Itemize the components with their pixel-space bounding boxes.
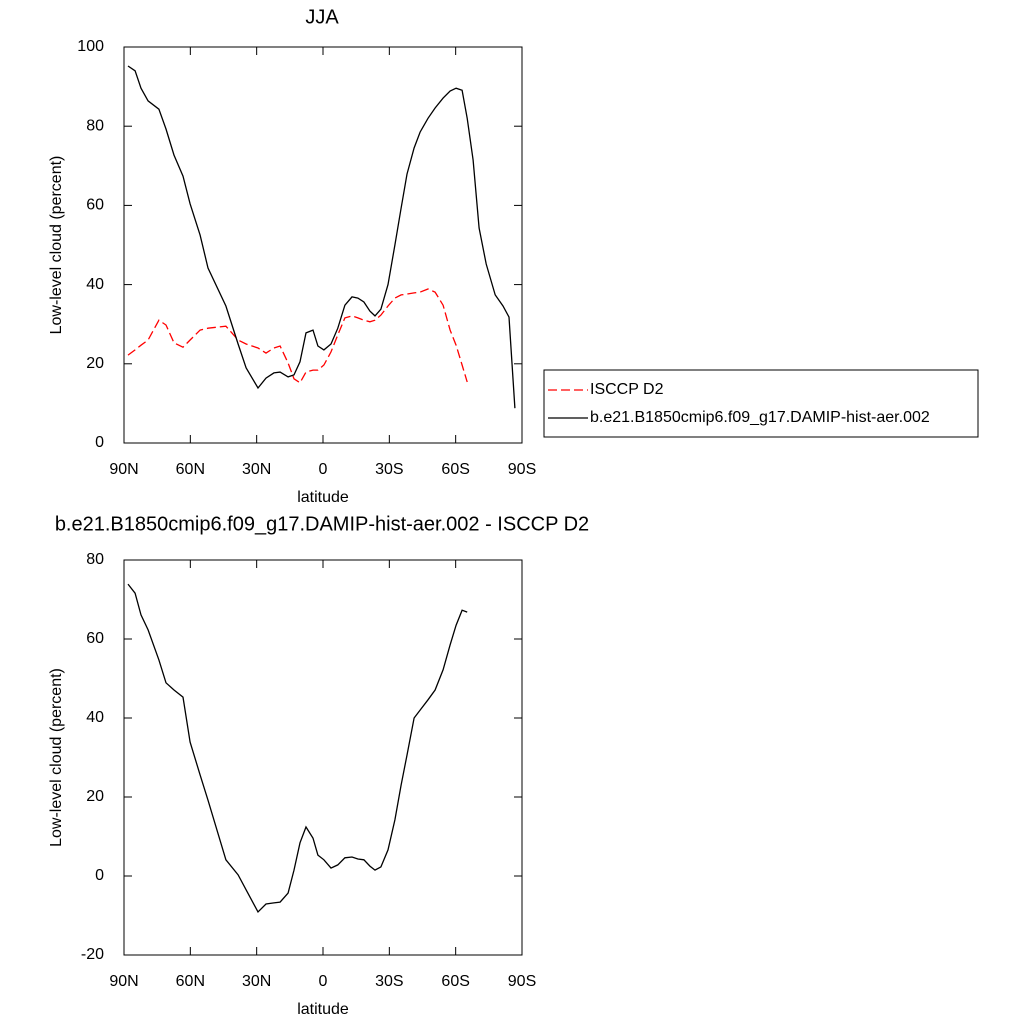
- y-tick-label: 80: [86, 551, 104, 568]
- x-axis-label: latitude: [297, 489, 349, 506]
- x-tick-label: 60S: [441, 973, 469, 990]
- y-tick-label: 20: [86, 355, 104, 372]
- y-tick-label: 20: [86, 788, 104, 805]
- legend-box: [543, 369, 979, 438]
- x-tick-label: 30N: [242, 461, 271, 478]
- y-tick-label: 80: [86, 117, 104, 134]
- y-tick-label: 40: [86, 709, 104, 726]
- data-line: [127, 65, 516, 409]
- chart-title: b.e21.B1850cmip6.f09_g17.DAMIP-hist-aer.…: [55, 513, 589, 535]
- data-line: [127, 583, 468, 913]
- legend-label: ISCCP D2: [590, 381, 664, 398]
- legend: ISCCP D2 b.e21.B1850cmip6.f09_g17.DAMIP-h…: [543, 369, 979, 438]
- x-tick-label: 90N: [109, 461, 138, 478]
- x-tick-label: 90N: [109, 973, 138, 990]
- y-axis-label: Low-level cloud (percent): [48, 156, 65, 335]
- x-tick-label: 30S: [375, 973, 403, 990]
- y-tick-label: 0: [95, 434, 104, 451]
- x-tick-label: 30S: [375, 461, 403, 478]
- y-tick-label: 60: [86, 197, 104, 214]
- x-tick-label: 90S: [508, 973, 536, 990]
- plot-frame: [123, 46, 523, 444]
- y-tick-label: 40: [86, 276, 104, 293]
- x-tick-label: 90S: [508, 461, 536, 478]
- x-tick-label: 60N: [176, 461, 205, 478]
- x-axis-label: latitude: [297, 1001, 349, 1018]
- x-tick-label: 60S: [441, 461, 469, 478]
- plot-frame: [123, 559, 523, 956]
- y-axis-label: Low-level cloud (percent): [48, 668, 65, 847]
- y-tick-label: 0: [95, 867, 104, 884]
- y-tick-label: -20: [81, 946, 104, 963]
- chart-title: JJA: [305, 6, 339, 28]
- x-tick-label: 0: [319, 973, 328, 990]
- x-tick-label: 60N: [176, 973, 205, 990]
- data-line: [127, 288, 468, 384]
- y-tick-label: 60: [86, 630, 104, 647]
- x-tick-label: 0: [319, 461, 328, 478]
- x-tick-label: 30N: [242, 973, 271, 990]
- legend-label: b.e21.B1850cmip6.f09_g17.DAMIP-hist-aer.…: [590, 409, 930, 426]
- y-tick-label: 100: [77, 38, 104, 55]
